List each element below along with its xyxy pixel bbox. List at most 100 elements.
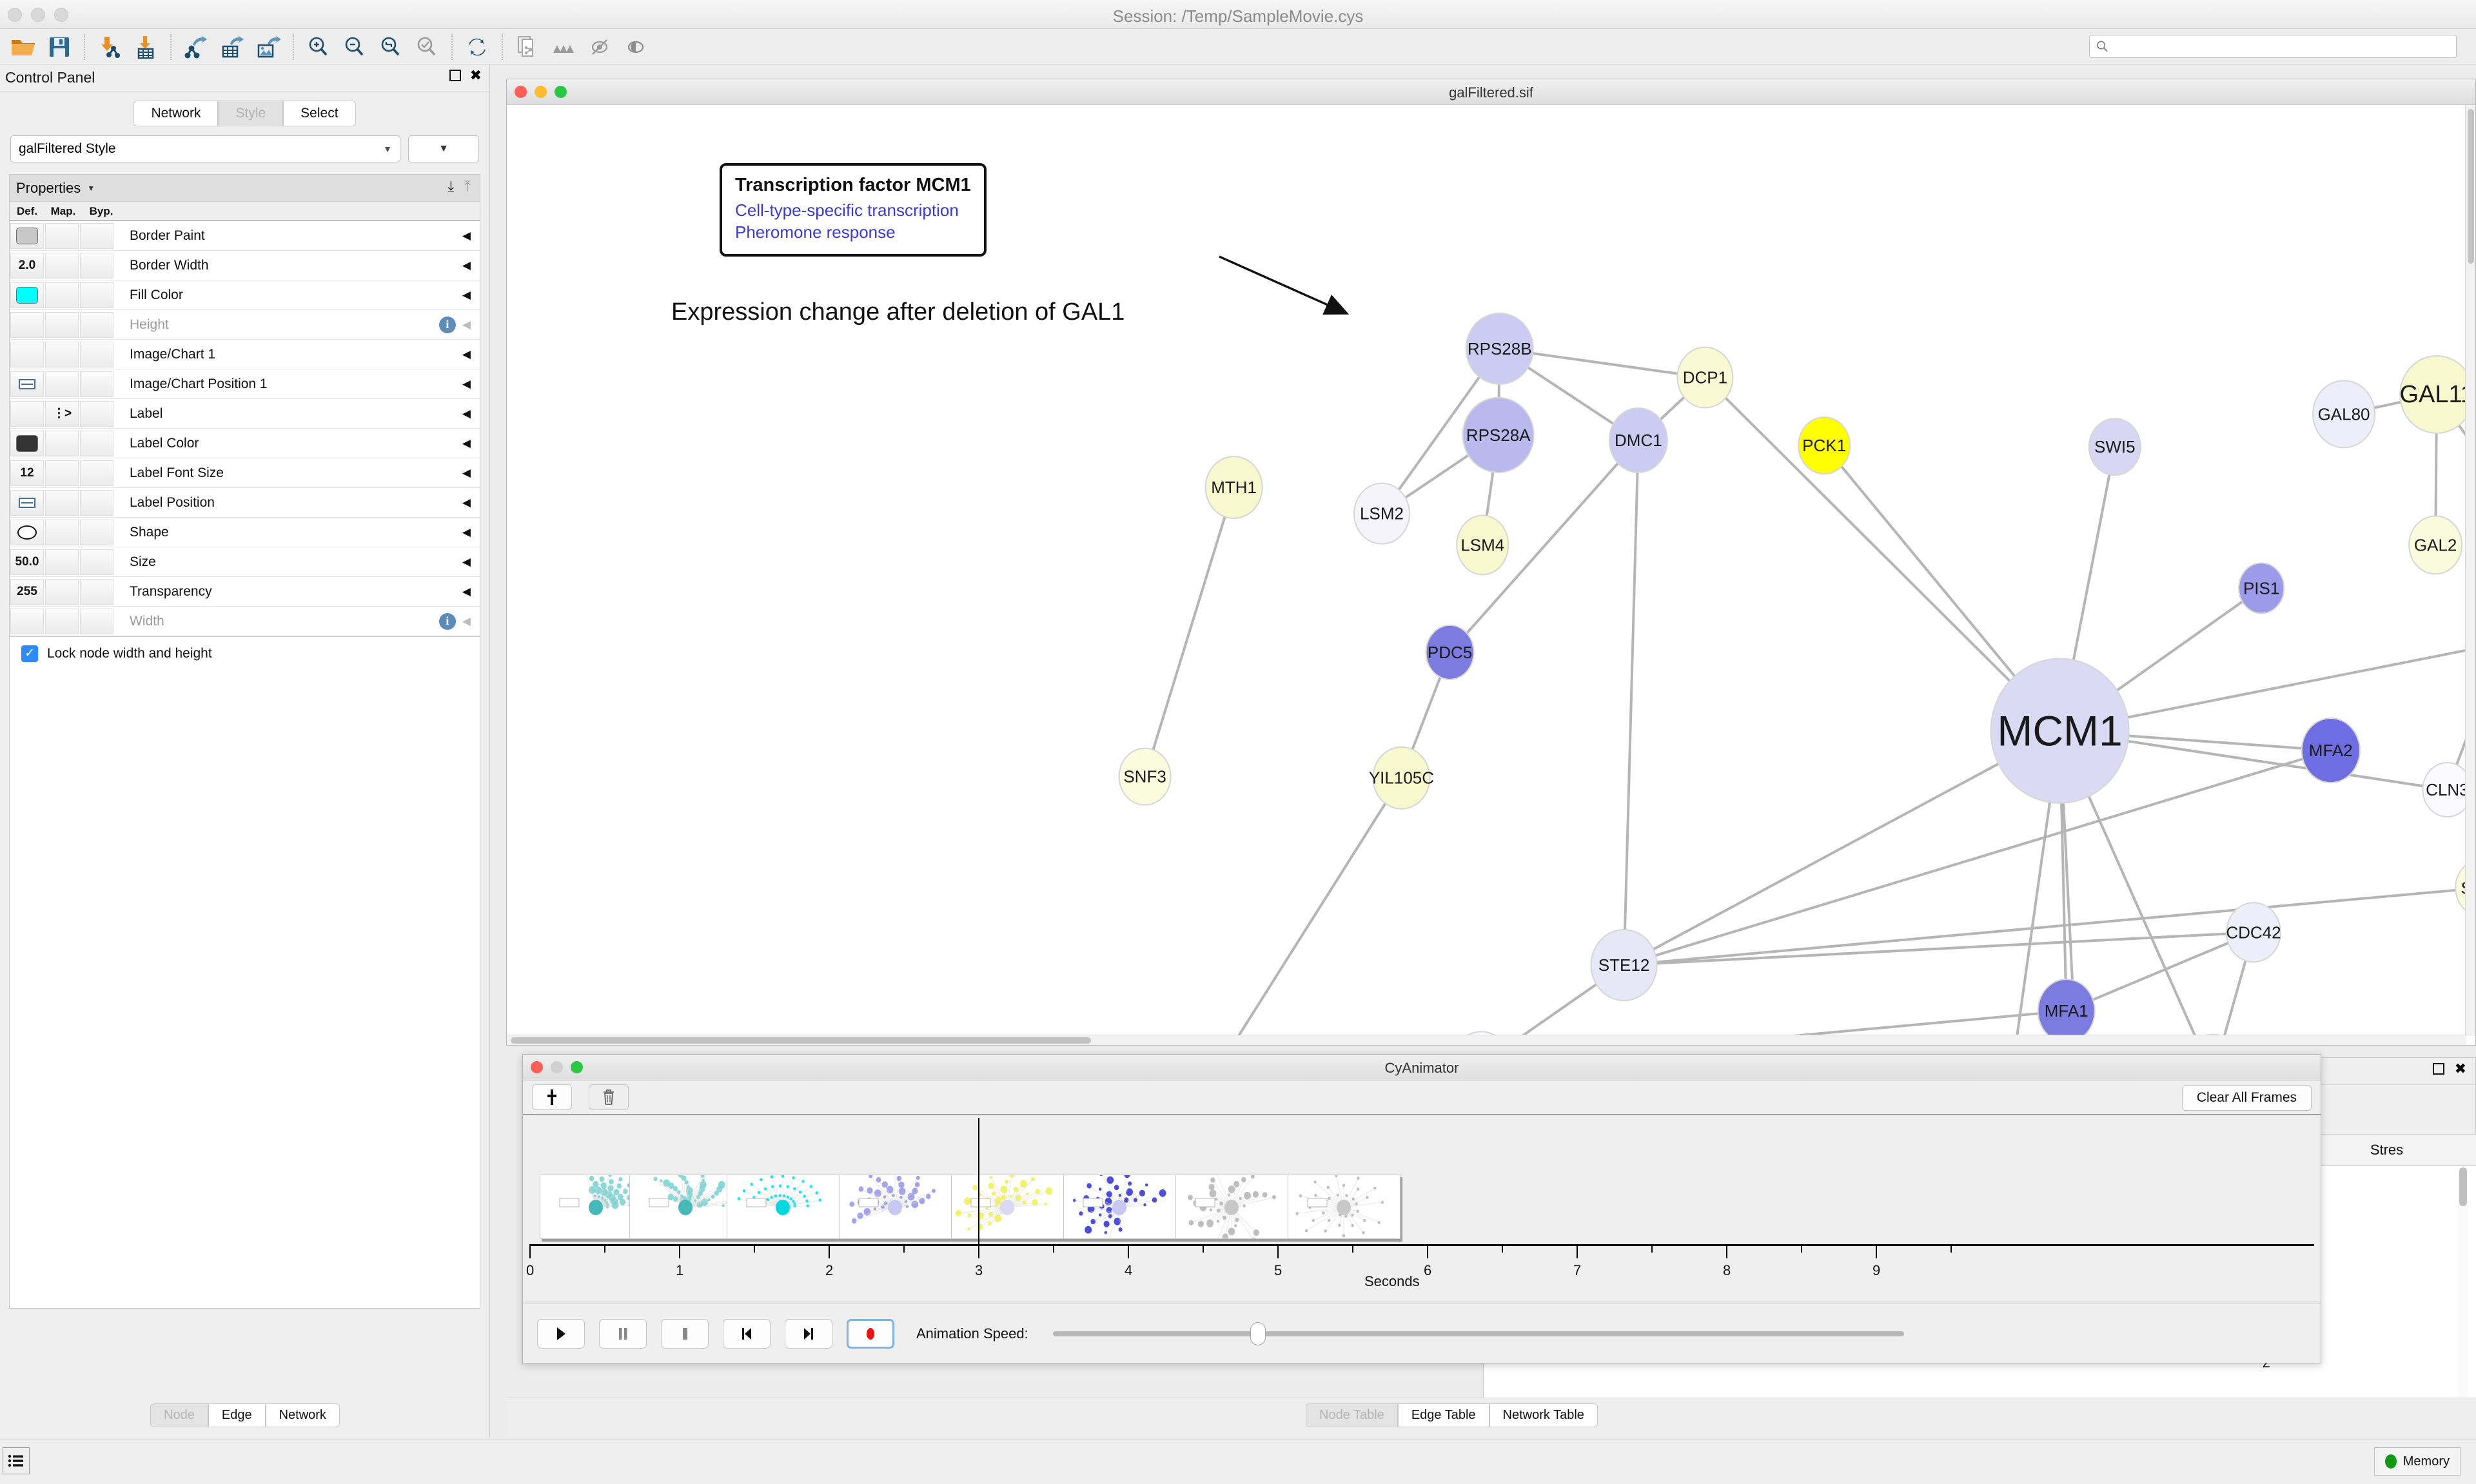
stop-button[interactable] bbox=[661, 1318, 709, 1349]
open-folder-icon[interactable] bbox=[5, 30, 41, 64]
float-panel-icon[interactable] bbox=[2432, 1063, 2444, 1075]
property-bypass-cell[interactable] bbox=[80, 371, 113, 397]
property-row[interactable]: Shape ◀ bbox=[10, 518, 480, 547]
graph-node[interactable]: SWI4 bbox=[2455, 859, 2466, 916]
expand-arrow-icon[interactable]: ◀ bbox=[462, 288, 471, 301]
property-bypass-cell[interactable] bbox=[80, 400, 113, 427]
zoom-fit-icon[interactable] bbox=[373, 30, 409, 64]
graph-node[interactable]: RPS28A bbox=[1462, 396, 1535, 473]
search-box[interactable] bbox=[2089, 35, 2457, 58]
expand-arrow-icon[interactable]: ◀ bbox=[462, 259, 471, 271]
refresh-icon[interactable] bbox=[459, 30, 495, 64]
graph-edge[interactable] bbox=[1624, 888, 2466, 967]
expand-arrow-icon[interactable]: ◀ bbox=[462, 585, 471, 598]
property-default-cell[interactable]: 50.0 bbox=[10, 549, 44, 575]
window-close-dot[interactable] bbox=[8, 8, 22, 22]
expand-arrow-icon[interactable]: ◀ bbox=[462, 407, 471, 420]
graph-edge[interactable] bbox=[1481, 1010, 2067, 1036]
graph-edge[interactable] bbox=[1499, 347, 1705, 379]
graph-node[interactable]: YIL105C bbox=[1369, 746, 1434, 810]
property-mapping-cell[interactable] bbox=[45, 430, 79, 456]
expand-arrow-icon[interactable]: ◀ bbox=[462, 466, 471, 479]
tab-network[interactable]: Network bbox=[133, 101, 219, 126]
property-row[interactable]: Image/Chart Position 1 ◀ bbox=[10, 369, 480, 399]
import-network-icon[interactable] bbox=[92, 30, 128, 64]
close-icon[interactable]: ✖ bbox=[2454, 1060, 2466, 1077]
record-button[interactable] bbox=[847, 1318, 894, 1349]
expand-arrow-icon[interactable]: ◀ bbox=[462, 377, 471, 390]
table-scrollbar[interactable] bbox=[2459, 1167, 2468, 1400]
graph-node[interactable]: RPS28B bbox=[1465, 312, 1534, 385]
graph-node[interactable]: DCP1 bbox=[1676, 346, 1734, 409]
close-dot[interactable] bbox=[515, 86, 527, 98]
graph-edge[interactable] bbox=[1623, 729, 2061, 966]
pause-button[interactable] bbox=[599, 1318, 647, 1349]
timeline-playhead[interactable] bbox=[978, 1118, 979, 1245]
hide-icon[interactable] bbox=[582, 30, 618, 64]
expand-arrow-icon[interactable]: ◀ bbox=[462, 525, 471, 538]
property-mapping-cell[interactable] bbox=[45, 578, 79, 605]
window-maximize-dot[interactable] bbox=[54, 8, 68, 22]
lock-checkbox[interactable]: ✓ bbox=[21, 645, 38, 662]
show-icon[interactable] bbox=[618, 30, 654, 64]
annotation-box[interactable]: Transcription factor MCM1 Cell-type-spec… bbox=[720, 163, 987, 257]
property-bypass-cell[interactable] bbox=[80, 549, 113, 575]
graph-node[interactable]: SNF3 bbox=[1118, 747, 1172, 806]
timeline-frame[interactable] bbox=[951, 1175, 1064, 1239]
expand-arrow-icon[interactable]: ◀ bbox=[462, 555, 471, 568]
export-network-icon[interactable] bbox=[178, 30, 214, 64]
network-horizontal-scrollbar[interactable] bbox=[507, 1035, 2466, 1045]
property-mapping-cell[interactable] bbox=[45, 222, 79, 249]
property-bypass-cell[interactable] bbox=[80, 608, 113, 634]
delete-frame-button[interactable] bbox=[589, 1084, 629, 1110]
graph-edge[interactable] bbox=[1449, 439, 1640, 654]
property-mapping-cell[interactable] bbox=[45, 252, 79, 278]
close-icon[interactable]: ✖ bbox=[469, 67, 482, 83]
zoom-in-icon[interactable] bbox=[300, 30, 337, 64]
tab-select[interactable]: Select bbox=[283, 101, 356, 126]
property-bypass-cell[interactable] bbox=[80, 222, 113, 249]
property-mapping-cell[interactable] bbox=[45, 608, 79, 634]
timeline-frame[interactable] bbox=[727, 1175, 840, 1239]
property-row[interactable]: Fill Color ◀ bbox=[10, 280, 480, 310]
timeline-frame[interactable] bbox=[629, 1175, 743, 1239]
graph-edge[interactable] bbox=[1623, 749, 2332, 966]
info-icon[interactable]: i bbox=[438, 316, 456, 333]
property-mapping-cell[interactable] bbox=[45, 371, 79, 397]
lock-node-row[interactable]: ✓ Lock node width and height bbox=[10, 636, 480, 670]
property-default-cell[interactable] bbox=[10, 282, 44, 308]
slider-knob[interactable] bbox=[1250, 1322, 1266, 1345]
animator-timeline[interactable]: 0 1 2 3 4 5 6 7 8 9 Seconds bbox=[523, 1115, 2321, 1302]
graph-node[interactable]: PCK1 bbox=[1798, 416, 1851, 475]
graph-node[interactable]: GAL2 bbox=[2408, 515, 2463, 575]
timeline-frame[interactable] bbox=[1175, 1175, 1288, 1239]
property-default-cell[interactable]: 12 bbox=[10, 460, 44, 486]
graph-edge[interactable] bbox=[1624, 931, 2254, 967]
property-bypass-cell[interactable] bbox=[80, 341, 113, 367]
expand-arrow-icon[interactable]: ◀ bbox=[462, 496, 471, 509]
graph-edge[interactable] bbox=[1622, 440, 1640, 966]
property-default-cell[interactable] bbox=[10, 608, 44, 634]
property-row[interactable]: Label Position ◀ bbox=[10, 488, 480, 518]
minimize-dot[interactable] bbox=[535, 86, 547, 98]
tab-network-style[interactable]: Network bbox=[265, 1403, 340, 1427]
property-default-cell[interactable] bbox=[10, 519, 44, 545]
export-image-icon[interactable] bbox=[250, 30, 286, 64]
memory-status-button[interactable]: Memory bbox=[2373, 1447, 2461, 1476]
property-mapping-cell[interactable] bbox=[45, 489, 79, 516]
property-mapping-cell[interactable] bbox=[45, 311, 79, 338]
property-mapping-cell[interactable] bbox=[45, 460, 79, 486]
property-bypass-cell[interactable] bbox=[80, 311, 113, 338]
property-default-cell[interactable] bbox=[10, 311, 44, 338]
timeline-frame[interactable] bbox=[1063, 1175, 1176, 1239]
timeline-frame[interactable] bbox=[839, 1175, 952, 1239]
expand-arrow-icon[interactable]: ◀ bbox=[462, 614, 471, 627]
property-default-cell[interactable] bbox=[10, 430, 44, 456]
property-bypass-cell[interactable] bbox=[80, 460, 113, 486]
property-default-cell[interactable]: 255 bbox=[10, 578, 44, 605]
tab-edge[interactable]: Edge bbox=[208, 1403, 266, 1427]
property-bypass-cell[interactable] bbox=[80, 578, 113, 605]
property-row[interactable]: 50.0 Size ◀ bbox=[10, 547, 480, 577]
graph-node[interactable]: MTH1 bbox=[1204, 456, 1263, 520]
property-default-cell[interactable] bbox=[10, 371, 44, 397]
